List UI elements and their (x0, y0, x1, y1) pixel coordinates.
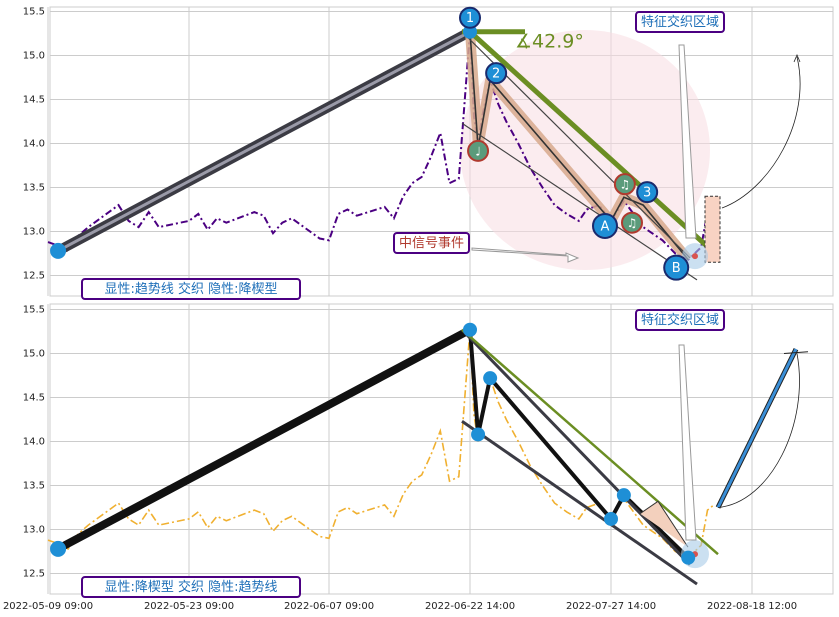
y-tick-label: 13.0 (23, 525, 45, 536)
y-tick-label: 15.5 (23, 305, 45, 316)
y-tick-label: 14.5 (23, 393, 45, 404)
projection-arc (717, 353, 800, 508)
wave-point-label: B (672, 261, 681, 276)
trend-line-down (461, 328, 719, 556)
wave-point-label: ♫ (627, 216, 638, 230)
halo-dot (692, 253, 698, 260)
feature-zone-label-box (635, 309, 725, 331)
trend-line-down (468, 29, 720, 258)
feature-zone-label: 特征交织区域 (641, 14, 719, 30)
x-tick-label: 2022-08-18 12:00 (707, 601, 797, 612)
wave-point-marker (471, 427, 486, 442)
panel-legend: 显性:趋势线 交织 隐性:降楔型 (104, 281, 277, 297)
wedge-lower-line (461, 420, 698, 586)
x-tick-label: 2022-05-09 09:00 (3, 601, 93, 612)
projection-line (716, 348, 798, 509)
feature-zone-label: 特征交织区域 (641, 312, 719, 328)
wedge-lower-line (461, 122, 698, 281)
wave-point-marker (604, 511, 618, 526)
wave-point-label: ♩ (475, 144, 481, 158)
breakout-box (704, 195, 721, 263)
wave-point-marker (50, 540, 67, 557)
small-triangle (639, 500, 689, 548)
wave-point-marker (592, 212, 618, 239)
wave-point-marker (463, 322, 477, 337)
zone-arrow (678, 44, 697, 239)
wave-point-label: ♫ (619, 178, 630, 192)
wave-leg-up (54, 325, 474, 553)
feature-zone-label-box (635, 11, 725, 33)
panel-legend: 显性:降楔型 交织 隐性:趋势线 (104, 579, 277, 595)
price-line (47, 328, 715, 559)
top-panel: 12.5 13.0 13.5 14.0 14.5 15.0 15.5 ∡42.9° 1 ♩ 2 A ♫ 3… (23, 6, 834, 300)
wave-point-marker (467, 139, 490, 162)
wave-point-marker (459, 6, 481, 29)
panel-legend-box (81, 576, 301, 598)
wave-point-label: 1 (466, 11, 474, 26)
wave-point-marker (621, 211, 643, 234)
y-tick-label: 14.0 (23, 139, 45, 150)
wave-point-label: 3 (643, 186, 651, 201)
wave-point-marker (485, 62, 508, 85)
x-axis: 2022-05-09 09:00 2022-05-23 09:00 2022-06-… (3, 601, 797, 612)
y-tick-label: 15.0 (23, 349, 45, 360)
wave-point-start (50, 242, 67, 259)
x-tick-label: 2022-05-23 09:00 (144, 601, 234, 612)
angle-label: ∡42.9° (515, 31, 584, 53)
wave-point-marker (636, 181, 659, 204)
projection-arrowhead (793, 53, 801, 63)
y-tick-label: 13.5 (23, 183, 45, 194)
y-tick-label: 14.0 (23, 437, 45, 448)
y-tick-label: 12.5 (23, 569, 45, 580)
zone-arrow (678, 344, 697, 541)
bottom-panel: 12.5 13.0 13.5 14.0 14.5 15.0 15.5 特征交织区域显性:降楔型… (23, 303, 834, 598)
wave-point-marker (663, 254, 690, 281)
y-tick-label: 14.5 (23, 95, 45, 106)
x-tick-label: 2022-06-07 09:00 (284, 601, 374, 612)
wave-point-marker (483, 371, 498, 386)
y-tick-label: 13.5 (23, 481, 45, 492)
wave-point-peak (463, 24, 477, 39)
y-tick-label: 15.5 (23, 7, 45, 18)
x-tick-label: 2022-07-27 14:00 (566, 601, 656, 612)
panel-legend-box (81, 278, 301, 300)
x-tick-label: 2022-06-22 14:00 (425, 601, 515, 612)
y-tick-label: 12.5 (23, 271, 45, 282)
y-tick-label: 13.0 (23, 227, 45, 238)
wave-point-marker (613, 173, 636, 196)
trend-line-up-core (57, 30, 471, 253)
wave-point-marker (681, 550, 696, 565)
projection-cap (783, 351, 809, 354)
mid-signal-label: 中信号事件 (399, 236, 464, 251)
y-tick-label: 15.0 (23, 51, 45, 62)
wave-point-label: A (601, 219, 610, 234)
wedge-upper-line (460, 328, 692, 566)
wave-point-label: 2 (492, 67, 500, 82)
mid-signal-label-box (393, 232, 470, 254)
signal-arrow (471, 247, 580, 263)
wave-point-marker (616, 488, 631, 503)
projection-arc (721, 56, 801, 209)
